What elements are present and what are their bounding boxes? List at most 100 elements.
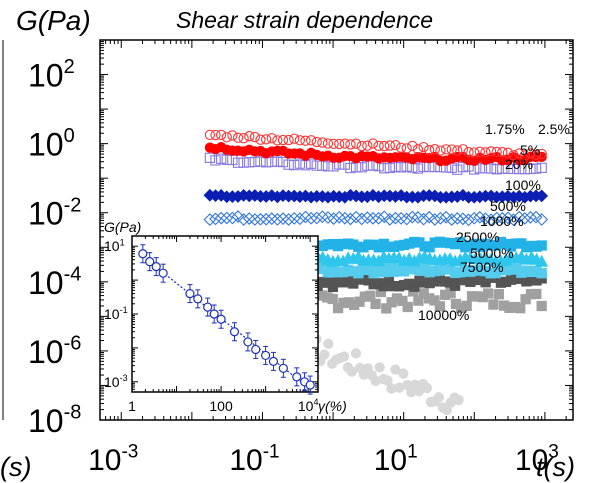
data-point	[209, 212, 222, 226]
data-point	[299, 210, 312, 224]
data-point	[204, 129, 216, 141]
inset-y-tick-label: 10-3	[104, 373, 128, 390]
data-point	[289, 159, 300, 171]
data-point	[407, 140, 418, 152]
inset-data-point	[138, 249, 148, 259]
data-point	[390, 364, 401, 375]
data-point	[524, 211, 537, 224]
data-point	[424, 161, 435, 173]
data-point	[429, 161, 440, 172]
data-point	[249, 156, 261, 168]
series-label: 10000%	[418, 307, 469, 323]
data-point	[507, 213, 520, 227]
inset-axis-ticks	[131, 235, 318, 393]
data-point	[434, 301, 446, 312]
data-point	[365, 290, 376, 301]
data-point	[355, 212, 369, 226]
data-point	[390, 140, 401, 151]
data-point	[422, 210, 436, 224]
data-point	[493, 289, 504, 300]
data-point	[244, 157, 255, 168]
inset-data-layer	[138, 244, 315, 395]
data-point	[495, 211, 509, 225]
data-point	[232, 157, 244, 168]
data-point	[463, 147, 474, 158]
data-point	[457, 144, 469, 155]
inset-y-tick-label: 101	[104, 237, 125, 254]
data-point	[525, 163, 536, 175]
data-point	[317, 137, 328, 148]
data-point	[384, 162, 395, 174]
data-point	[413, 295, 424, 306]
data-point	[461, 300, 472, 311]
data-point	[398, 368, 409, 379]
data-point	[508, 150, 519, 161]
data-point	[345, 139, 356, 150]
data-point	[270, 213, 284, 226]
data-point	[360, 211, 374, 225]
data-point	[328, 138, 339, 150]
data-point	[362, 140, 373, 151]
data-point	[283, 134, 294, 146]
data-point	[480, 147, 491, 158]
data-point	[479, 212, 492, 226]
data-point	[300, 135, 311, 146]
inset-data-point	[261, 350, 271, 361]
data-point	[272, 156, 283, 167]
data-point	[397, 295, 408, 307]
data-point	[203, 213, 217, 226]
data-point	[227, 130, 238, 141]
data-point	[210, 155, 221, 166]
data-point	[249, 131, 261, 143]
data-point	[405, 210, 419, 224]
data-point	[221, 132, 232, 143]
inset-data-point	[268, 356, 279, 366]
x-tick-label: 10-1	[229, 441, 279, 477]
data-point	[446, 144, 457, 155]
data-point	[332, 210, 346, 224]
data-point	[317, 160, 328, 171]
data-point	[383, 213, 397, 226]
data-point	[535, 189, 549, 203]
data-point	[536, 162, 547, 173]
data-point	[488, 299, 499, 310]
data-point	[474, 146, 485, 157]
data-point	[311, 160, 322, 171]
data-point	[260, 134, 272, 145]
data-point	[469, 147, 480, 158]
axis-ticks	[99, 40, 573, 421]
data-point	[254, 212, 267, 226]
data-point	[377, 210, 391, 224]
data-point	[389, 211, 402, 225]
data-point	[480, 163, 491, 174]
data-point	[535, 213, 549, 226]
series-label: 20%	[505, 156, 533, 172]
series-100%	[203, 210, 549, 227]
y-tick-label: 10-2	[28, 194, 81, 231]
data-point	[244, 131, 255, 142]
data-point	[277, 156, 289, 168]
data-point	[402, 301, 413, 313]
data-point	[450, 212, 464, 225]
data-point	[204, 152, 216, 163]
data-point	[497, 146, 508, 158]
data-point	[238, 157, 249, 168]
plot-frame	[99, 39, 574, 421]
series-label: 2.5%	[538, 121, 570, 137]
data-point	[232, 132, 244, 143]
data-point	[350, 348, 362, 359]
data-point	[508, 163, 519, 175]
tick-labels: 10-3 10-1 101 103 10-8 10-6 10-4 10-2 100 102 1 100…	[28, 56, 559, 477]
data-point	[367, 138, 379, 149]
data-point	[381, 303, 392, 314]
data-point	[248, 213, 262, 226]
inset-y-tick-label: 10-1	[104, 305, 128, 322]
inset-x-tick-label: 100	[209, 398, 233, 414]
data-point	[339, 138, 351, 149]
data-point	[220, 211, 234, 225]
series-label: 1000%	[480, 213, 524, 229]
inset-data-point	[193, 294, 203, 304]
inset-y-axis-label: G(Pa)	[104, 219, 141, 235]
data-point	[215, 153, 227, 164]
data-point	[282, 213, 295, 226]
